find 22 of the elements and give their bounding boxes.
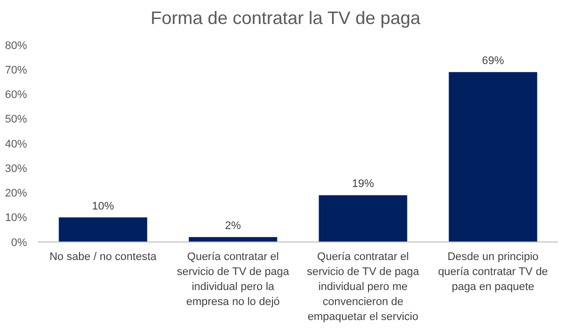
x-tick-label: Quería contratar el servicio de TV de paga individual pero me convencieron de empaquetar el servicio bbox=[306, 251, 420, 323]
data-label: 2% bbox=[225, 220, 242, 232]
y-tick-label: 0% bbox=[11, 236, 28, 249]
data-label: 69% bbox=[482, 55, 504, 68]
chart-title: Forma de contratar la TV de paga bbox=[150, 8, 422, 28]
y-tick-label: 10% bbox=[4, 212, 28, 224]
bar bbox=[318, 195, 408, 242]
y-tick-label: 80% bbox=[4, 40, 28, 52]
bar bbox=[448, 72, 538, 242]
data-label: 19% bbox=[352, 178, 374, 190]
y-tick-label: 70% bbox=[4, 64, 28, 76]
y-tick-label: 30% bbox=[4, 162, 28, 175]
y-tick-label: 60% bbox=[4, 89, 28, 102]
x-tick-label: Desde un principio quería contratar TV de paga en paquete bbox=[438, 251, 548, 293]
y-tick-label: 20% bbox=[4, 188, 28, 200]
bar bbox=[188, 237, 278, 242]
x-tick-label: Quería contratar el servicio de TV de paga individual pero la empresa no lo dejó bbox=[176, 251, 290, 308]
x-tick-label: No sabe / no contesta bbox=[49, 251, 158, 263]
bar bbox=[58, 217, 148, 242]
data-label: 10% bbox=[92, 200, 114, 212]
y-tick-label: 40% bbox=[4, 138, 28, 150]
y-tick-label: 50% bbox=[4, 114, 28, 126]
